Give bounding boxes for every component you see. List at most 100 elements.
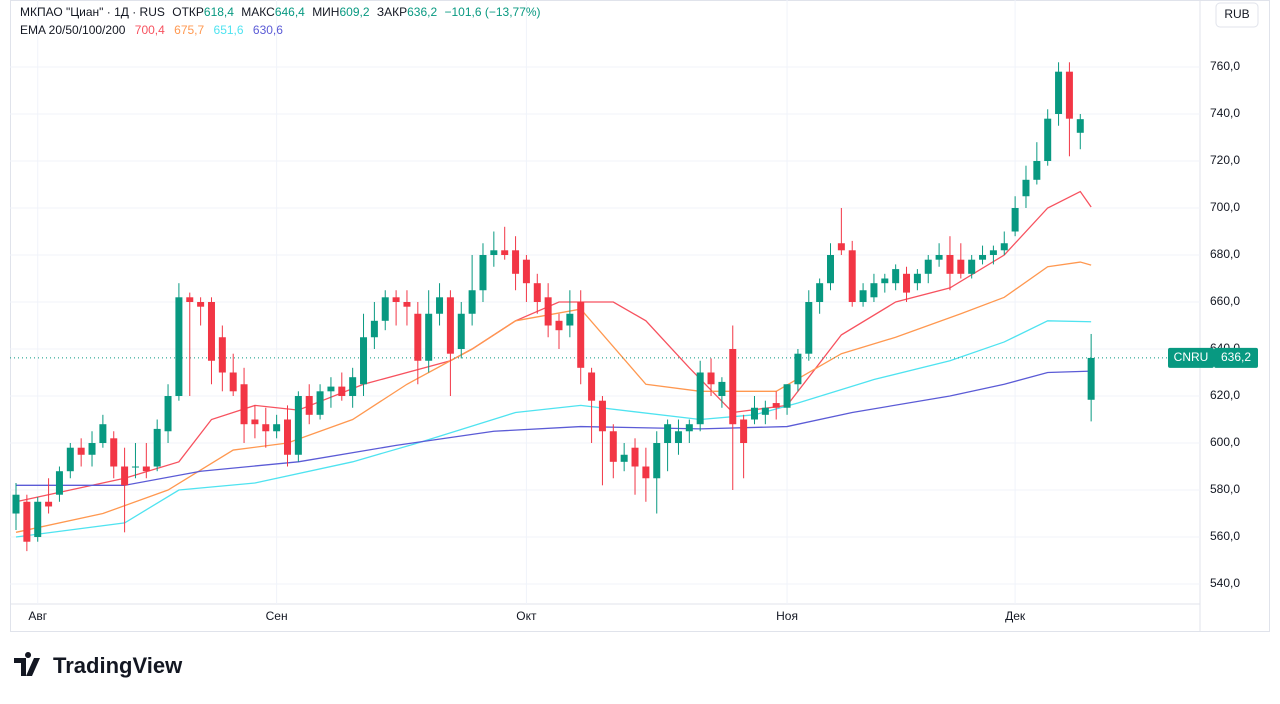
y-tick-label: 580,0 xyxy=(1210,482,1240,496)
candle-body xyxy=(522,259,530,284)
y-tick-label: 620,0 xyxy=(1210,388,1240,402)
candle-body xyxy=(45,501,53,507)
candle-body xyxy=(229,372,237,392)
candle-body xyxy=(609,431,617,462)
candle-body xyxy=(446,297,454,354)
candle-body xyxy=(707,372,715,385)
y-tick-label: 740,0 xyxy=(1210,106,1240,120)
candle-body xyxy=(1065,71,1073,119)
candle-body xyxy=(816,283,824,302)
candle-body xyxy=(99,424,107,444)
candle-body xyxy=(316,391,324,415)
candles xyxy=(12,62,1095,552)
candle-body xyxy=(501,250,509,255)
candle-body xyxy=(772,403,780,408)
candle-body xyxy=(142,466,150,472)
candle-body xyxy=(414,313,422,361)
header: МКПАО "Циан" · 1Д · RUS ОТКР618,4 МАКС64… xyxy=(20,5,541,19)
candle-body xyxy=(262,424,270,432)
candle-body xyxy=(77,447,85,455)
high-label: МАКС xyxy=(241,5,275,19)
candle-body xyxy=(479,254,487,291)
candle-body xyxy=(34,501,42,538)
candle-body xyxy=(512,250,520,274)
high-value: 646,4 xyxy=(275,5,305,19)
candle-body xyxy=(685,424,693,432)
close-label: ЗАКР xyxy=(377,5,407,19)
candle-body xyxy=(207,302,215,361)
candle-body xyxy=(979,254,987,260)
candle-body xyxy=(740,419,748,444)
candle-body xyxy=(696,372,704,425)
ema-value: 630,6 xyxy=(253,23,283,37)
candle-body xyxy=(827,254,834,284)
candle-body xyxy=(935,254,943,260)
candle-body xyxy=(946,254,954,274)
brand: TradingView xyxy=(53,653,183,678)
candle-body xyxy=(642,466,650,479)
candle-body xyxy=(490,250,498,255)
candle-body xyxy=(392,297,400,302)
candle-body xyxy=(88,443,96,455)
candle-body xyxy=(1076,119,1084,133)
candle-body xyxy=(55,471,63,495)
ema-value: 675,7 xyxy=(174,23,204,37)
candle-body xyxy=(327,386,335,392)
candle-body xyxy=(164,396,172,432)
candle-body xyxy=(360,337,368,385)
candle-body xyxy=(783,384,791,408)
currency-box[interactable] xyxy=(1215,2,1259,28)
candle-body xyxy=(251,419,259,425)
x-tick-label: Дек xyxy=(1005,609,1026,623)
candle-body xyxy=(968,259,976,274)
grid xyxy=(10,0,1200,604)
candle-body xyxy=(903,273,911,293)
candle-body xyxy=(631,447,639,467)
candle-body xyxy=(794,353,802,385)
candle-body xyxy=(12,494,20,514)
candle-body xyxy=(653,443,661,479)
y-tick-label: 600,0 xyxy=(1210,435,1240,449)
candle-body xyxy=(870,283,878,298)
candle-body xyxy=(284,419,291,455)
x-tick-label: Ноя xyxy=(776,609,798,623)
price-tag-ticker: CNRU xyxy=(1174,350,1209,364)
frame xyxy=(10,0,1270,632)
candle-body xyxy=(577,302,585,368)
y-tick-label: 540,0 xyxy=(1210,576,1240,590)
price-tag-box xyxy=(1214,347,1258,368)
candle-body xyxy=(66,447,74,472)
candle-body xyxy=(1087,357,1095,400)
y-tick-label: 700,0 xyxy=(1210,200,1240,214)
candle-body xyxy=(153,428,161,467)
currency: RUB xyxy=(1224,7,1249,21)
ema-line xyxy=(15,190,1092,503)
change: −101,6 (−13,77%) xyxy=(444,5,540,19)
candle-body xyxy=(110,438,118,467)
candle-body xyxy=(175,297,183,397)
indicator-legend: EMA 20/50/100/200 700,4 675,7 651,6 630,… xyxy=(20,23,283,37)
candle-body xyxy=(533,283,541,302)
symbol: МКПАО "Циан" · 1Д · RUS xyxy=(20,5,165,19)
close-value: 636,2 xyxy=(407,5,437,19)
candle-body xyxy=(989,250,997,255)
low-label: МИН xyxy=(312,5,339,19)
candle-body xyxy=(349,377,357,397)
candle-body xyxy=(370,320,378,338)
candle-body xyxy=(848,250,856,302)
candle-body xyxy=(924,259,932,274)
candle-body xyxy=(598,400,606,432)
open-label: ОТКР xyxy=(172,5,204,19)
candle-body xyxy=(1033,160,1041,180)
ema-line xyxy=(15,320,1092,538)
candle-body xyxy=(805,302,813,354)
candle-body xyxy=(240,384,248,425)
candle-body xyxy=(761,407,769,415)
x-tick-label: Авг xyxy=(28,609,47,623)
candle-body xyxy=(23,501,31,542)
candle-body xyxy=(837,243,845,251)
y-tick-label: 680,0 xyxy=(1210,247,1240,261)
candle-body xyxy=(273,424,281,432)
y-tick-label: 760,0 xyxy=(1210,59,1240,73)
